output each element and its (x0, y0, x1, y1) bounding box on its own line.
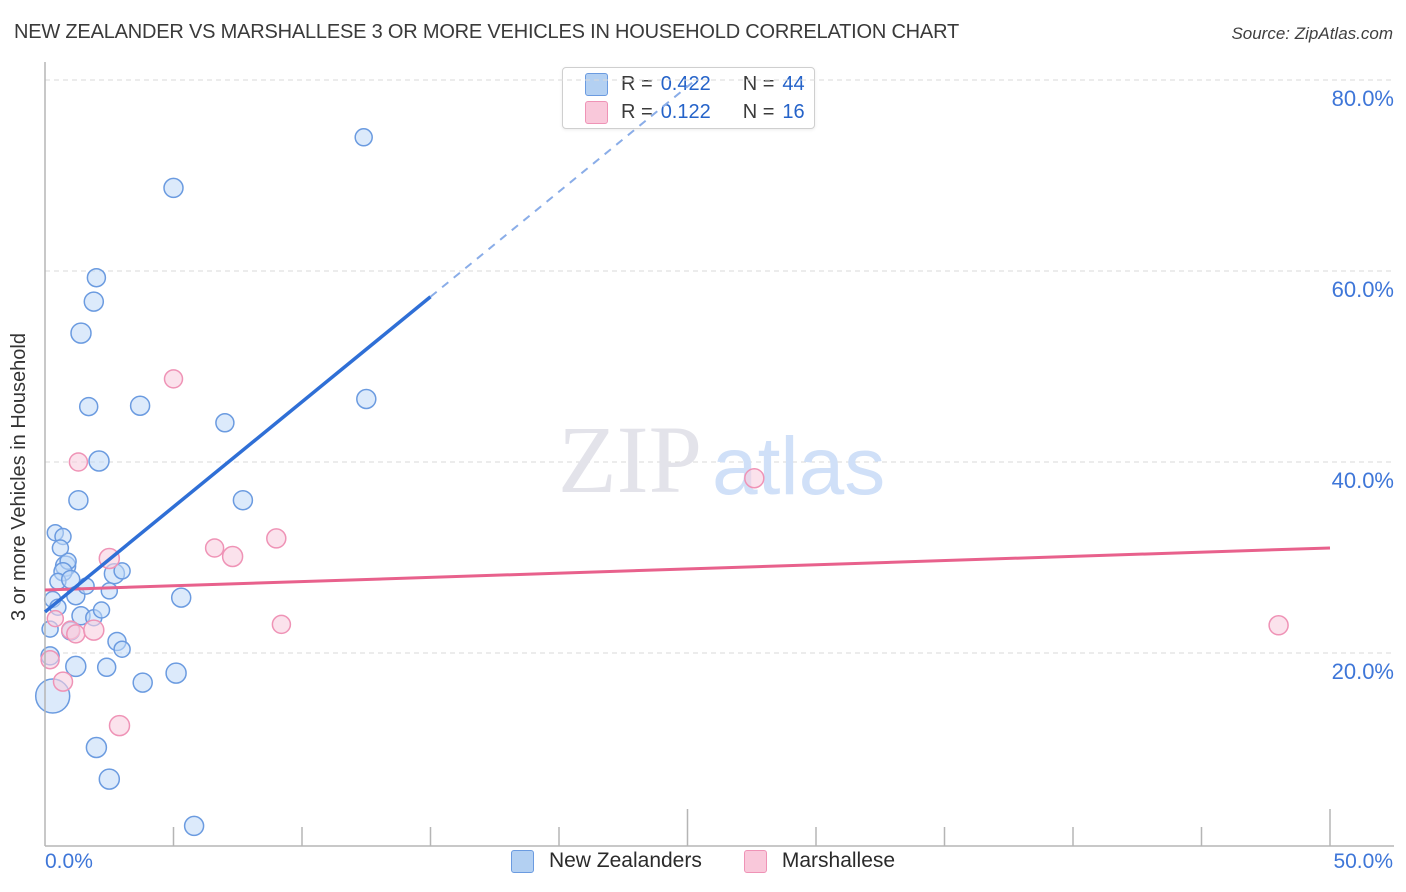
scatter-point-marshallese (108, 714, 131, 737)
scatter-point-new-zealanders (78, 396, 99, 417)
scatter-point-new-zealanders (71, 606, 91, 626)
scatter-point-new-zealanders (85, 608, 103, 627)
scatter-point-new-zealanders (49, 598, 67, 616)
new-zealanders-trend-line (43, 295, 432, 614)
scatter-point-new-zealanders (92, 601, 111, 619)
scatter-point-new-zealanders (68, 489, 89, 511)
y-axis-tick-label: 80.0% (1332, 86, 1394, 111)
legend-label-new-zealanders: New Zealanders (548, 849, 702, 872)
page-title: NEW ZEALANDER VS MARSHALLESE 3 OR MORE V… (14, 21, 959, 43)
n-value-nz: 44 (782, 73, 805, 95)
scatter-point-marshallese (66, 624, 86, 644)
scatter-point-new-zealanders (43, 590, 62, 609)
scatter-point-new-zealanders (54, 555, 77, 577)
y-axis-title: 3 or more Vehicles in Household (8, 333, 30, 621)
correlation-legend-row-nz: R = 0.422 N = 44 (585, 72, 814, 96)
x-axis-max-label: 50.0% (1333, 850, 1393, 873)
r-label: R = (621, 73, 653, 95)
r-label: R = (621, 101, 653, 123)
scatter-point-marshallese (271, 614, 292, 635)
scatter-point-new-zealanders (34, 678, 71, 714)
scatter-point-new-zealanders (60, 569, 81, 590)
scatter-point-new-zealanders (53, 562, 73, 582)
scatter-point-new-zealanders (103, 562, 126, 585)
scatter-point-new-zealanders (40, 646, 60, 666)
scatter-point-new-zealanders (54, 527, 72, 546)
scatter-point-new-zealanders (98, 768, 121, 790)
scatter-point-new-zealanders (65, 655, 87, 678)
n-label: N = (742, 73, 775, 95)
scatter-point-marshallese (221, 545, 244, 568)
scatter-point-new-zealanders (46, 523, 65, 542)
r-value-mh: 0.122 (660, 101, 711, 123)
scatter-point-new-zealanders (232, 489, 254, 511)
scatter-point-new-zealanders (88, 450, 110, 472)
watermark: atlas (712, 421, 885, 512)
scatter-point-marshallese (163, 369, 184, 389)
n-label: N = (742, 101, 775, 123)
scatter-point-marshallese (46, 609, 65, 628)
y-axis-tick-label: 40.0% (1332, 468, 1394, 493)
new-zealanders-swatch-icon (510, 849, 534, 873)
scatter-point-new-zealanders (66, 585, 86, 606)
scatter-point-marshallese (204, 538, 225, 558)
scatter-point-new-zealanders (113, 562, 131, 580)
scatter-point-marshallese (40, 649, 60, 670)
scatter-point-marshallese (83, 619, 105, 641)
correlation-legend-row-mh: R = 0.122 N = 16 (585, 100, 814, 124)
watermark: ZIP (558, 406, 702, 513)
scatter-point-new-zealanders (183, 815, 205, 837)
scatter-point-new-zealanders (77, 577, 95, 595)
nz-swatch-icon (585, 72, 608, 96)
scatter-point-new-zealanders (113, 640, 131, 658)
scatter-point-new-zealanders (60, 621, 81, 641)
scatter-point-new-zealanders (107, 631, 127, 652)
scatter-point-marshallese (1268, 615, 1289, 636)
scatter-point-marshallese (60, 620, 81, 640)
n-value-mh: 16 (782, 101, 805, 123)
scatter-point-marshallese (744, 467, 765, 489)
scatter-point-marshallese (52, 671, 74, 692)
scatter-point-new-zealanders (100, 582, 119, 600)
legend-label-marshallese: Marshallese (781, 849, 896, 872)
scatter-point-marshallese (266, 528, 287, 549)
series-legend: New Zealanders Marshallese (0, 849, 1406, 873)
scatter-point-new-zealanders (132, 672, 153, 693)
source-attribution: Source: ZipAtlas.com (1231, 24, 1393, 43)
scatter-point-new-zealanders (356, 388, 377, 410)
marshallese-swatch-icon (743, 849, 767, 873)
scatter-point-new-zealanders (59, 552, 77, 571)
scatter-point-marshallese (98, 547, 121, 570)
mh-swatch-icon (585, 100, 608, 124)
scatter-point-new-zealanders (129, 395, 151, 416)
x-axis-min-label: 0.0% (45, 850, 93, 873)
scatter-point-new-zealanders (163, 177, 184, 199)
scatter-point-new-zealanders (215, 413, 235, 433)
scatter-point-new-zealanders (83, 291, 105, 312)
y-axis-tick-label: 20.0% (1332, 659, 1394, 684)
scatter-point-new-zealanders (51, 539, 70, 557)
scatter-point-new-zealanders (86, 267, 107, 288)
scatter-point-new-zealanders (354, 128, 373, 147)
r-value-nz: 0.422 (660, 73, 711, 95)
scatter-point-new-zealanders (70, 322, 92, 344)
scatter-point-new-zealanders (41, 620, 59, 638)
y-axis-tick-label: 60.0% (1332, 277, 1394, 302)
scatter-point-new-zealanders (85, 736, 108, 759)
correlation-legend-box: R = 0.422 N = 44 R = 0.122 N = 16 (562, 67, 815, 129)
scatter-point-new-zealanders (96, 657, 117, 678)
legend-item-new-zealanders: New Zealanders (510, 849, 702, 873)
scatter-point-new-zealanders (49, 572, 67, 591)
legend-item-marshallese: Marshallese (743, 849, 896, 873)
scatter-point-new-zealanders (165, 662, 187, 684)
scatter-point-marshallese (68, 452, 89, 472)
scatter-point-new-zealanders (170, 587, 192, 608)
marshallese-trend-line (44, 546, 1331, 592)
